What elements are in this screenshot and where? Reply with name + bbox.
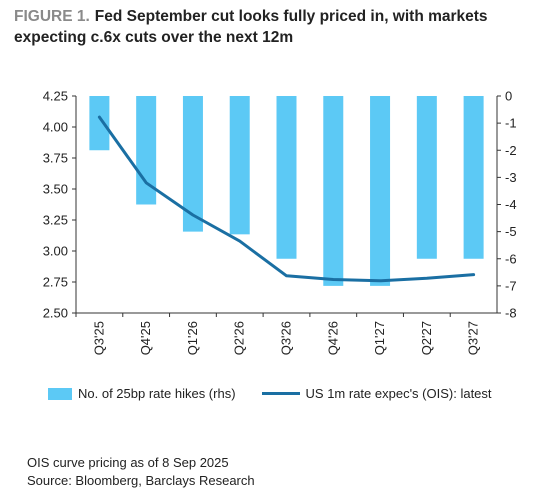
x-tick-label-8: Q3'27 (466, 321, 481, 355)
bar-6 (370, 96, 391, 286)
bar-8 (463, 96, 484, 259)
bar-4 (276, 96, 297, 259)
y-right-tick-label-4: -4 (505, 197, 517, 212)
y-left-tick-label-6: 2.75 (43, 275, 68, 290)
y-right-tick-label-6: -6 (505, 251, 517, 266)
bar-0 (89, 96, 110, 151)
bar-3 (229, 96, 250, 235)
x-tick-label-7: Q2'27 (419, 321, 434, 355)
legend-swatch-line (261, 392, 300, 395)
x-tick-label-5: Q4'26 (325, 321, 340, 355)
y-right-tick-label-0: 0 (505, 89, 512, 104)
chart-notes: OIS curve pricing as of 8 Sep 2025 Sourc… (27, 454, 255, 490)
legend-label-line: US 1m rate expec's (OIS): latest (305, 386, 492, 401)
figure-title: Fed September cut looks fully priced in,… (14, 8, 488, 46)
legend-item-bars: No. of 25bp rate hikes (rhs) (48, 386, 236, 401)
y-left-tick-label-7: 2.50 (43, 306, 68, 321)
x-tick-label-1: Q4'25 (138, 321, 153, 355)
y-right-tick-label-5: -5 (505, 224, 517, 239)
chart-title: FIGURE 1. Fed September cut looks fully p… (14, 6, 534, 48)
y-right-tick-label-8: -8 (505, 306, 517, 321)
y-left-tick-label-1: 4.00 (43, 120, 68, 135)
y-left-tick-label-5: 3.00 (43, 244, 68, 259)
y-right-tick-label-2: -2 (505, 143, 517, 158)
y-right-tick-label-7: -7 (505, 278, 517, 293)
y-right-tick-label-3: -3 (505, 170, 517, 185)
x-tick-label-3: Q2'26 (232, 321, 247, 355)
chart-svg: 4.25 4.00 3.75 3.50 3.25 3.00 2.75 2.50 0 -1 -2 -3 -… (43, 89, 517, 356)
bar-2 (182, 96, 203, 232)
legend-item-line: US 1m rate expec's (OIS): latest (261, 386, 492, 401)
y-left-tick-label-2: 3.75 (43, 151, 68, 166)
y-left-tick-label-0: 4.25 (43, 89, 68, 104)
legend-swatch-bar (48, 387, 72, 400)
bar-5 (323, 96, 344, 286)
source-note: Source: Bloomberg, Barclays Research (27, 473, 255, 488)
x-tick-label-6: Q1'27 (372, 321, 387, 355)
chart-legend: No. of 25bp rate hikes (rhs) US 1m rate … (48, 386, 528, 401)
x-tick-label-4: Q3'26 (279, 321, 294, 355)
y-left-tick-label-3: 3.50 (43, 182, 68, 197)
pricing-note: OIS curve pricing as of 8 Sep 2025 (27, 455, 229, 470)
figure-label: FIGURE 1. (14, 8, 90, 25)
bar-7 (416, 96, 437, 259)
legend-label-bars: No. of 25bp rate hikes (rhs) (78, 386, 236, 401)
line-series (97, 115, 476, 283)
y-left-tick-label-4: 3.25 (43, 213, 68, 228)
x-tick-label-0: Q3'25 (91, 321, 106, 355)
x-tick-label-2: Q1'26 (185, 321, 200, 355)
y-right-tick-label-1: -1 (505, 116, 517, 131)
